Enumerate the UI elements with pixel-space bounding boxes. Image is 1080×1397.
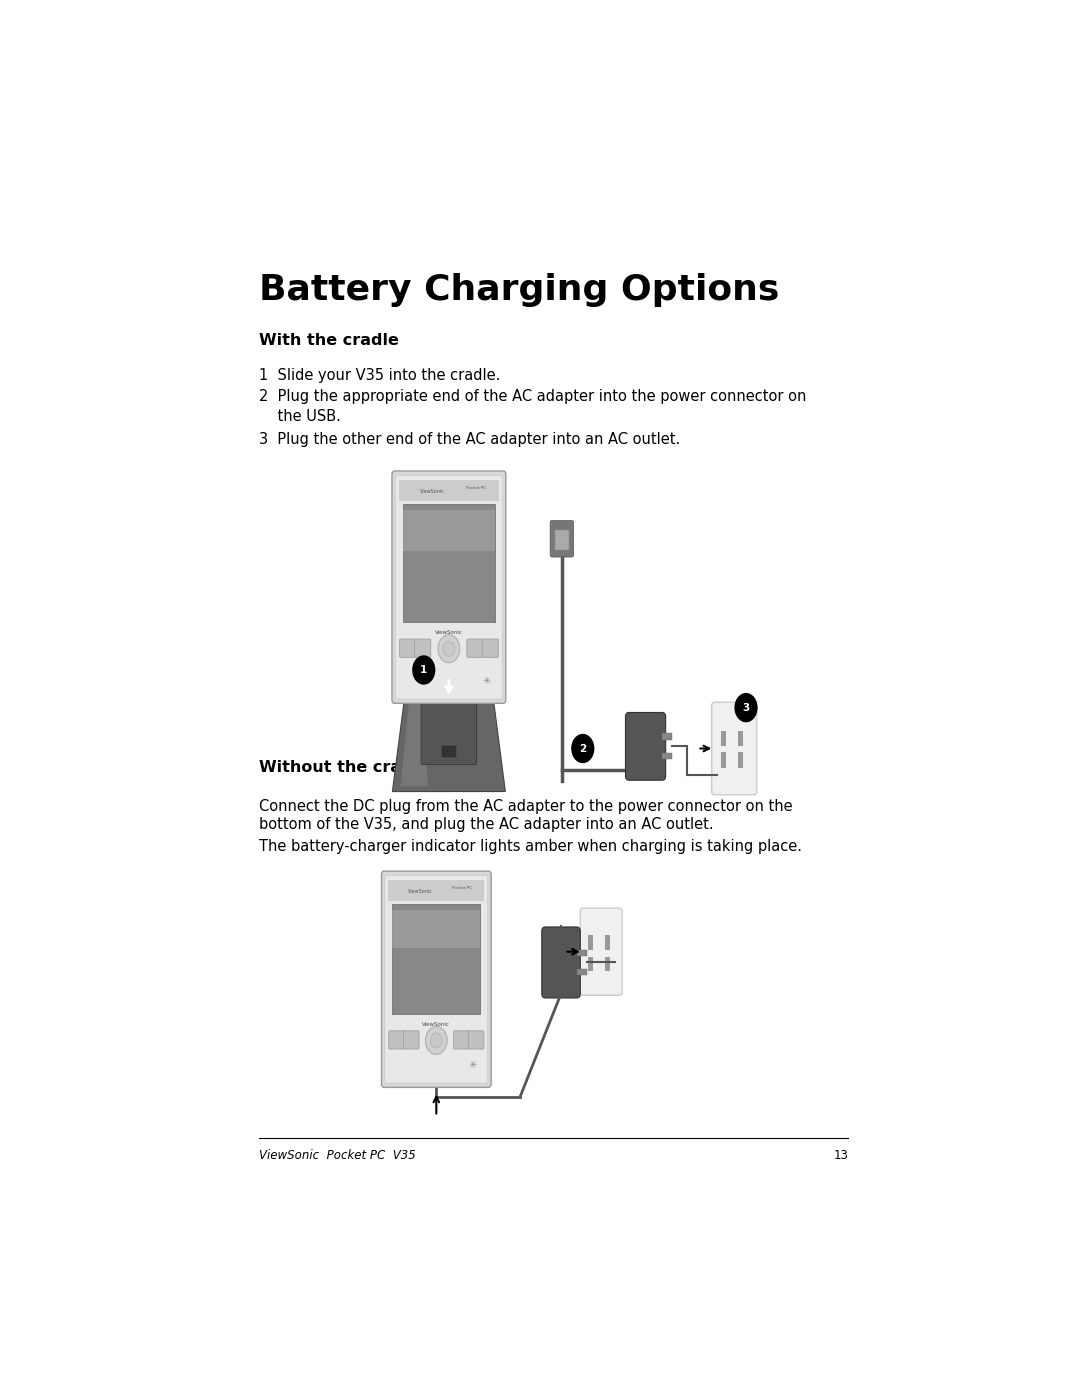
Circle shape (443, 641, 455, 657)
Text: With the cradle: With the cradle (259, 334, 399, 348)
FancyBboxPatch shape (588, 957, 593, 971)
FancyBboxPatch shape (662, 753, 673, 760)
FancyBboxPatch shape (399, 479, 499, 502)
Text: 3: 3 (742, 703, 750, 712)
Text: ViewSonic: ViewSonic (435, 630, 463, 636)
FancyBboxPatch shape (454, 1031, 469, 1049)
FancyBboxPatch shape (577, 970, 588, 975)
Circle shape (438, 634, 460, 662)
Circle shape (572, 735, 594, 763)
Polygon shape (401, 700, 428, 787)
FancyBboxPatch shape (550, 521, 573, 557)
FancyBboxPatch shape (442, 746, 456, 757)
FancyBboxPatch shape (392, 909, 481, 949)
Circle shape (431, 1032, 442, 1048)
FancyBboxPatch shape (392, 904, 481, 1014)
FancyBboxPatch shape (577, 950, 588, 956)
FancyBboxPatch shape (381, 872, 491, 1087)
FancyBboxPatch shape (605, 935, 609, 950)
Text: Battery Charging Options: Battery Charging Options (259, 274, 780, 307)
FancyBboxPatch shape (738, 731, 743, 746)
Circle shape (413, 657, 434, 685)
Circle shape (735, 694, 757, 722)
Text: ViewSonic  Pocket PC  V35: ViewSonic Pocket PC V35 (259, 1148, 416, 1162)
FancyBboxPatch shape (395, 475, 502, 698)
FancyBboxPatch shape (712, 703, 757, 795)
FancyBboxPatch shape (738, 753, 743, 768)
Text: Connect the DC plug from the AC adapter to the power connector on the: Connect the DC plug from the AC adapter … (259, 799, 793, 814)
FancyBboxPatch shape (415, 638, 431, 658)
Text: The battery-charger indicator lights amber when charging is taking place.: The battery-charger indicator lights amb… (259, 838, 801, 854)
FancyBboxPatch shape (403, 510, 495, 552)
FancyBboxPatch shape (662, 733, 673, 740)
FancyBboxPatch shape (388, 880, 485, 901)
FancyBboxPatch shape (404, 1031, 419, 1049)
FancyBboxPatch shape (421, 693, 476, 764)
FancyBboxPatch shape (482, 638, 498, 658)
Text: Without the cradle: Without the cradle (259, 760, 429, 775)
FancyBboxPatch shape (389, 1031, 404, 1049)
Text: 1: 1 (420, 665, 428, 675)
FancyBboxPatch shape (625, 712, 665, 781)
Circle shape (426, 1027, 447, 1055)
FancyBboxPatch shape (542, 928, 580, 997)
FancyBboxPatch shape (588, 935, 593, 950)
Text: 13: 13 (834, 1148, 848, 1162)
FancyBboxPatch shape (580, 908, 622, 995)
FancyBboxPatch shape (605, 957, 609, 971)
Text: 2  Plug the appropriate end of the AC adapter into the power connector on: 2 Plug the appropriate end of the AC ada… (259, 390, 807, 404)
FancyBboxPatch shape (555, 529, 568, 549)
Text: bottom of the V35, and plug the AC adapter into an AC outlet.: bottom of the V35, and plug the AC adapt… (259, 817, 714, 833)
Text: ✳: ✳ (483, 676, 491, 686)
Text: ViewSonic: ViewSonic (420, 489, 445, 495)
FancyBboxPatch shape (721, 753, 726, 768)
FancyBboxPatch shape (403, 504, 495, 622)
FancyBboxPatch shape (400, 638, 416, 658)
Text: 3  Plug the other end of the AC adapter into an AC outlet.: 3 Plug the other end of the AC adapter i… (259, 432, 680, 447)
Text: ViewSonic: ViewSonic (408, 888, 433, 894)
FancyBboxPatch shape (469, 1031, 484, 1049)
FancyBboxPatch shape (392, 471, 505, 703)
Text: the USB.: the USB. (259, 408, 341, 423)
Text: Pocket PC: Pocket PC (453, 886, 473, 890)
Polygon shape (392, 694, 505, 792)
Text: ✳: ✳ (469, 1060, 477, 1070)
Text: Pocket PC: Pocket PC (465, 486, 486, 490)
FancyBboxPatch shape (467, 638, 483, 658)
Text: 2: 2 (579, 743, 586, 753)
Text: 1  Slide your V35 into the cradle.: 1 Slide your V35 into the cradle. (259, 367, 500, 383)
FancyBboxPatch shape (721, 731, 726, 746)
Text: ViewSonic: ViewSonic (422, 1021, 450, 1027)
FancyBboxPatch shape (384, 876, 488, 1083)
